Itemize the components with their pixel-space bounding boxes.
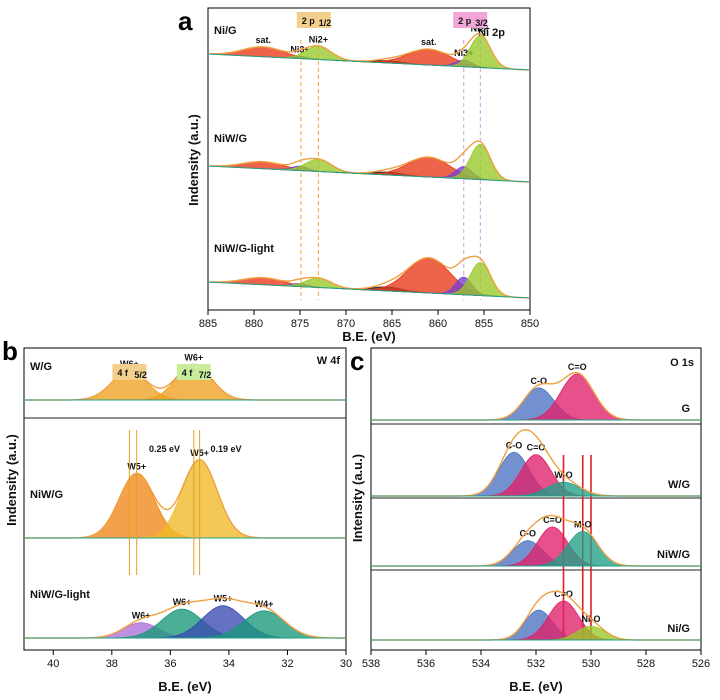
x-tick-label: 860	[429, 318, 447, 330]
panel-a-xlabel: B.E. (eV)	[342, 329, 395, 344]
sample-label: W/G	[668, 479, 690, 491]
panel-b: b W 4f B.E. (eV) Indensity (a.u.)	[2, 336, 347, 694]
panel-a-frame	[207, 7, 531, 311]
transition-tag-sub: 7/2	[199, 370, 212, 380]
x-tick-label: 885	[199, 318, 217, 330]
peak-label: M-O	[574, 520, 592, 530]
panel-b-letter: b	[2, 336, 18, 366]
transition-tag-box	[296, 12, 331, 28]
x-tick-label: 30	[340, 658, 352, 670]
envelope-line	[207, 140, 531, 183]
panel-c: c O 1s B.E. (eV) Intensity (a.u.)	[350, 346, 702, 694]
transition-tag: 2 p	[302, 16, 316, 26]
x-tick-label: 40	[47, 658, 59, 670]
x-tick-label: 875	[291, 318, 309, 330]
x-tick-label: 36	[164, 658, 176, 670]
panel-b-frame	[23, 347, 347, 651]
peak-label: C=O	[568, 362, 587, 372]
sample-label: NiW/G	[657, 549, 690, 561]
sample-label: G	[681, 403, 690, 415]
x-tick-label: 870	[337, 318, 355, 330]
peak-label: W6+	[184, 352, 203, 362]
peak-label: Ni2+	[309, 34, 328, 44]
transition-tag-box	[112, 364, 147, 380]
panel-c-ylabel: Intensity (a.u.)	[350, 454, 365, 542]
baseline	[207, 281, 531, 299]
panel-c-xlabel: B.E. (eV)	[509, 679, 562, 694]
panel-a-letter: a	[178, 6, 193, 36]
x-tick-label: 855	[475, 318, 493, 330]
plot-layer: 885 880 875 870 865 860 855 850 sat. Ni3+ Ni2+ sat.…	[24, 12, 710, 670]
x-tick-label: 850	[521, 318, 539, 330]
transition-tag-box	[176, 364, 211, 380]
sample-label: W/G	[30, 361, 52, 373]
x-tick-label: 532	[527, 658, 545, 670]
x-tick-label: 880	[245, 318, 263, 330]
x-tick-label: 526	[692, 658, 710, 670]
x-tick-label: 528	[637, 658, 655, 670]
x-tick-label: 38	[106, 658, 118, 670]
panel-a-corner-label: Ni 2p	[478, 27, 505, 39]
panel-a: a Ni 2p B.E. (eV) Indensity (a.u.)	[178, 6, 531, 344]
peak-label: C=O	[543, 515, 562, 525]
peak-label: C-O	[506, 440, 523, 450]
peak-label: W4+	[255, 599, 274, 609]
sample-label: NiW/G	[214, 133, 247, 145]
x-tick-label: 538	[362, 658, 380, 670]
transition-tag: 2 p	[458, 16, 472, 26]
peak-label: C=O	[527, 443, 546, 453]
envelope-line	[207, 255, 531, 299]
x-tick-label: 865	[383, 318, 401, 330]
sample-label: NiW/G	[30, 489, 63, 501]
panel-b-corner-label: W 4f	[317, 355, 341, 367]
baseline	[207, 53, 531, 71]
peak-label: W6+	[132, 611, 151, 621]
sample-label: NiW/G-light	[214, 243, 274, 255]
panel-a-ylabel: Indensity (a.u.)	[186, 114, 201, 206]
panel-b-ylabel: Indensity (a.u.)	[4, 434, 19, 526]
sample-label: Ni/G	[667, 623, 690, 635]
x-tick-label: 32	[281, 658, 293, 670]
peak-label: W-O	[554, 470, 572, 480]
x-tick-label: 530	[582, 658, 600, 670]
peak-label: C-O	[520, 529, 537, 539]
baseline	[207, 165, 531, 183]
envelope-line	[208, 32, 531, 71]
shift-annotation: 0.19 eV	[210, 444, 241, 454]
x-tick-label: 534	[472, 658, 490, 670]
transition-tag-sub: 5/2	[134, 370, 147, 380]
sample-label: Ni/G	[214, 25, 237, 37]
panel-c-letter: c	[350, 346, 364, 376]
panel-b-xlabel: B.E. (eV)	[158, 679, 211, 694]
transition-tag-box	[453, 12, 488, 28]
peak-label: Ni2+	[471, 24, 490, 34]
x-tick-label: 536	[417, 658, 435, 670]
peak-label: Ni3+	[454, 48, 473, 58]
peak-label: sat.	[255, 35, 271, 45]
peak-label: W6+	[173, 597, 192, 607]
x-tick-label: 34	[223, 658, 235, 670]
sample-label: NiW/G-light	[30, 589, 90, 601]
peak-label: C-O	[531, 376, 548, 386]
transition-tag-sub: 3/2	[475, 18, 488, 28]
panel-c-corner-label: O 1s	[670, 357, 694, 369]
transition-tag: 4 f	[117, 368, 129, 378]
transition-tag: 4 f	[182, 368, 194, 378]
shift-annotation: 0.25 eV	[149, 444, 180, 454]
transition-tag-sub: 1/2	[319, 18, 332, 28]
peak-label: sat.	[421, 37, 437, 47]
